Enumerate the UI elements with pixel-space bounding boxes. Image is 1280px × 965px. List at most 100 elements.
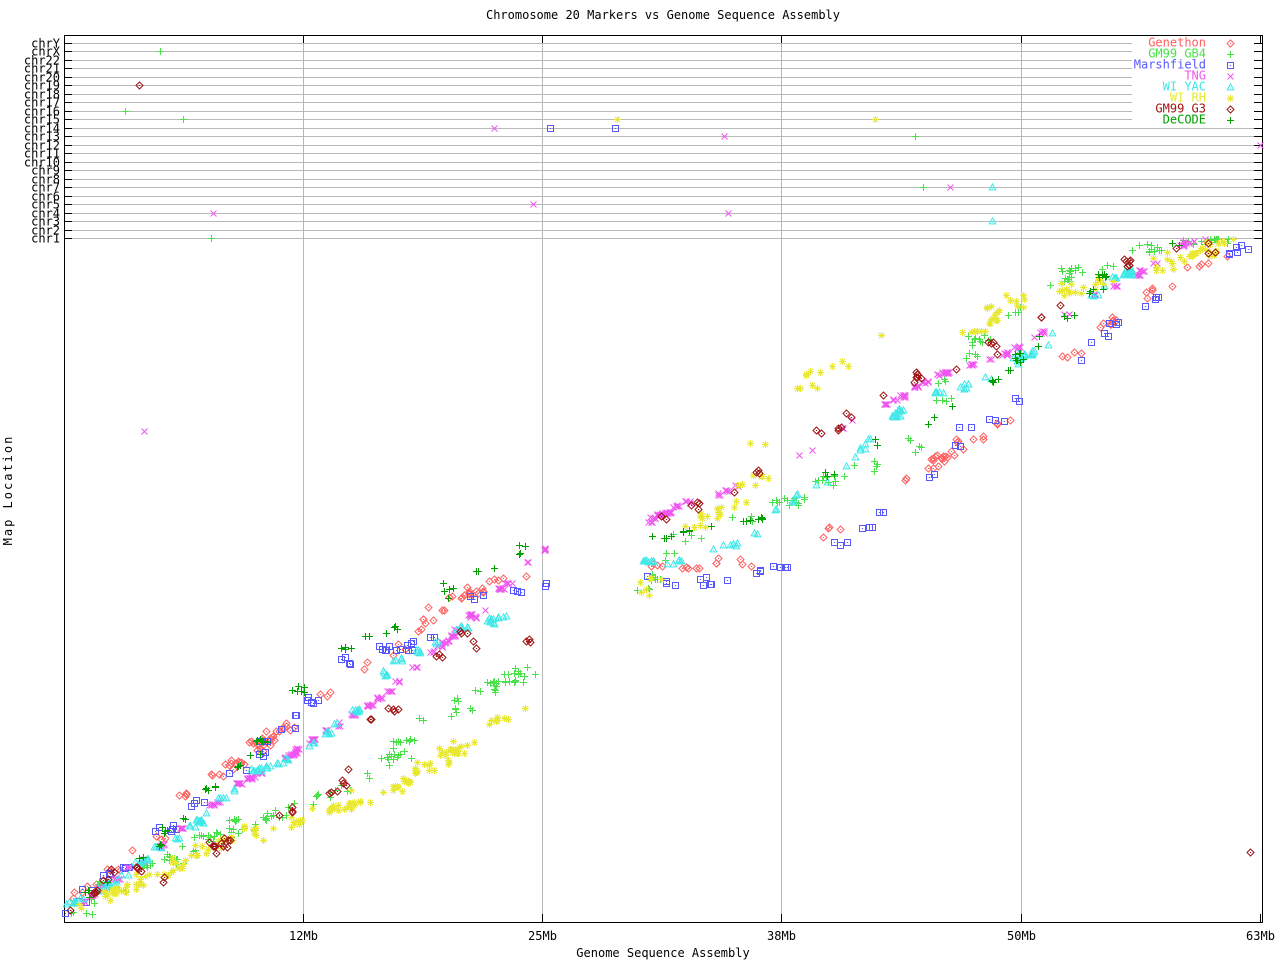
- wi-yac-outlier-chr7: [988, 182, 997, 191]
- marshfield-point: [782, 564, 789, 571]
- tng-point: [1180, 242, 1187, 249]
- gm99-gb4-point: [161, 856, 168, 863]
- legend-marker-marshfield: [1227, 62, 1234, 69]
- tng-point: [179, 825, 186, 832]
- tng-point: [467, 614, 474, 621]
- wi-rh-point: [331, 805, 338, 812]
- wi-rh-point: [1021, 296, 1028, 303]
- marshfield-point: [383, 647, 390, 654]
- wi-yac-point: [195, 816, 204, 825]
- wi-rh-point: [458, 743, 465, 750]
- gm99-gb4-point: [1158, 247, 1165, 254]
- gm99-g3-point: [210, 842, 219, 851]
- wi-rh-point: [1110, 278, 1117, 285]
- tng-point: [427, 649, 434, 656]
- wi-rh-point: [486, 721, 493, 728]
- wi-rh-point: [199, 843, 206, 850]
- decode-point: [874, 442, 881, 449]
- marshfield-point: [1101, 330, 1108, 337]
- gm99-gb4-point: [452, 706, 459, 713]
- tng-point: [911, 384, 918, 391]
- decode-point: [516, 551, 523, 558]
- wi-rh-point: [643, 586, 650, 593]
- decode-point: [822, 469, 829, 476]
- tng-point: [988, 356, 995, 363]
- gm99-gb4-point: [933, 397, 940, 404]
- wi-yac-point: [669, 559, 678, 568]
- gm99-gb4-point: [963, 355, 970, 362]
- genethon-point: [323, 692, 332, 701]
- wi-rh-point: [702, 524, 709, 531]
- wi-yac-point: [222, 793, 231, 802]
- gm99-gb4-point: [819, 477, 826, 484]
- wi-rh-point: [1230, 236, 1237, 243]
- gm99-g3-point: [1172, 244, 1181, 253]
- plot-title: Chromosome 20 Markers vs Genome Sequence…: [486, 8, 840, 22]
- tng-point: [525, 559, 532, 566]
- wi-yac-point: [1124, 268, 1133, 277]
- marshfield-point: [292, 725, 299, 732]
- wi-rh-point: [974, 328, 981, 335]
- marshfield-point: [386, 643, 393, 650]
- wi-rh-point: [1007, 297, 1014, 304]
- decode-point: [990, 379, 997, 386]
- gm99-gb4-point: [786, 502, 793, 509]
- wi-rh-point: [1169, 260, 1176, 267]
- wi-rh-point: [102, 888, 109, 895]
- wi-rh-point: [291, 821, 298, 828]
- marshfield-point: [543, 580, 550, 587]
- tng-point: [178, 825, 185, 832]
- gm99-gb4-point: [491, 678, 498, 685]
- marshfield-point: [1012, 395, 1019, 402]
- gm99-gb4-point: [492, 689, 499, 696]
- wi-rh-point: [968, 329, 975, 336]
- gm99-g3-point: [993, 350, 1002, 359]
- marshfield-point: [193, 797, 200, 804]
- wi-rh-point: [733, 498, 740, 505]
- tng-point: [1180, 243, 1187, 250]
- wi-rh-point: [288, 824, 295, 831]
- chromosome-label-chr20: chr20: [24, 71, 60, 85]
- genethon-point: [229, 765, 238, 774]
- genethon-point: [979, 435, 988, 444]
- wi-rh-point: [704, 513, 711, 520]
- wi-rh-point: [461, 750, 468, 757]
- gm99-gb4-point: [1068, 265, 1075, 272]
- wi-yac-point: [866, 434, 875, 443]
- marshfield-point: [1234, 249, 1241, 256]
- gm99-gb4-point: [776, 499, 783, 506]
- tng-point: [1037, 329, 1044, 336]
- genethon-point: [494, 576, 503, 585]
- gm99-gb4-point: [873, 463, 880, 470]
- decode-point: [517, 550, 524, 557]
- genethon-point: [70, 888, 79, 897]
- genethon-point: [1096, 323, 1105, 332]
- gm99-gb4-point: [472, 687, 479, 694]
- genethon-point: [175, 791, 184, 800]
- wi-rh-point: [471, 739, 478, 746]
- wi-rh-point: [714, 505, 721, 512]
- wi-rh-point: [348, 787, 355, 794]
- tng-point: [722, 487, 729, 494]
- marshfield-point: [663, 580, 670, 587]
- legend-label-wi-rh: WI RH: [1170, 91, 1206, 105]
- wi-rh-point: [446, 759, 453, 766]
- chromosome-label-chr22: chr22: [24, 54, 60, 68]
- wi-rh-point: [814, 385, 821, 392]
- wi-rh-point: [1013, 298, 1020, 305]
- wi-rh-point: [260, 837, 267, 844]
- genethon-point: [1148, 284, 1157, 293]
- wi-rh-point: [357, 799, 364, 806]
- wi-rh-point: [522, 705, 529, 712]
- genethon-point: [152, 832, 161, 841]
- wi-rh-point: [431, 767, 438, 774]
- wi-rh-point: [344, 804, 351, 811]
- gm99-gb4-point: [378, 755, 385, 762]
- genethon-point: [931, 452, 940, 461]
- wi-rh-point: [250, 826, 257, 833]
- gm99-gb4-outlier-chr16: [122, 108, 129, 115]
- gm99-g3-point: [952, 365, 961, 374]
- tng-point: [723, 487, 730, 494]
- gm99-g3-point: [687, 501, 696, 510]
